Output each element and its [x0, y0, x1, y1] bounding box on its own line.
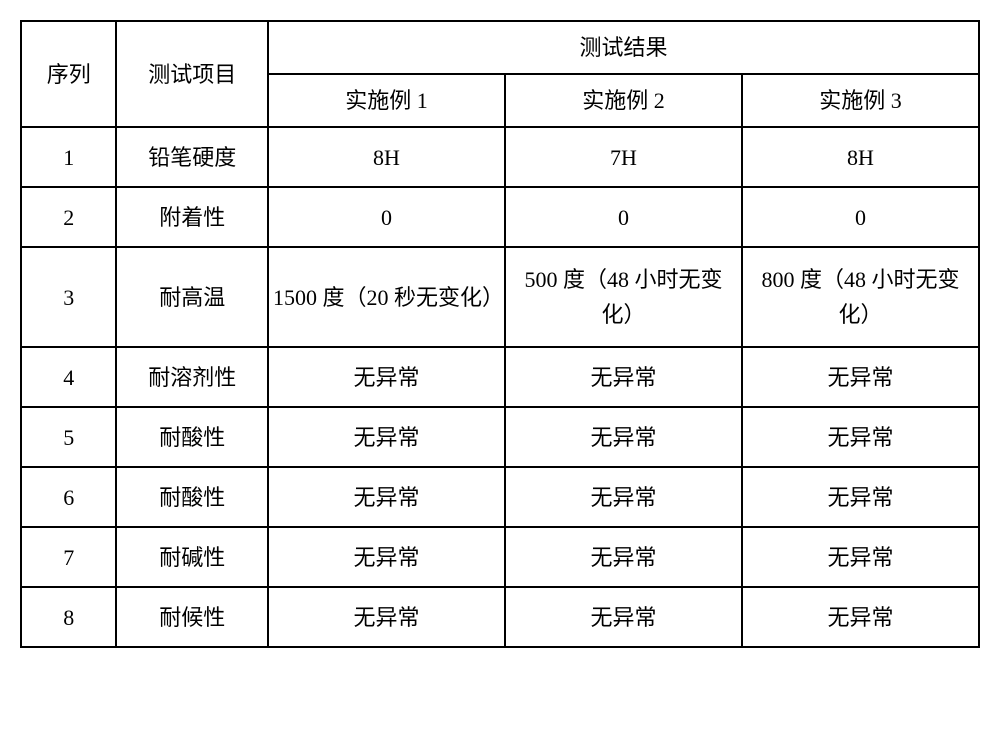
- cell-r2: 无异常: [505, 347, 742, 407]
- cell-r3: 无异常: [742, 407, 979, 467]
- cell-r3: 无异常: [742, 587, 979, 647]
- cell-r2: 7H: [505, 127, 742, 187]
- cell-r3: 800 度（48 小时无变化）: [742, 247, 979, 347]
- col-header-item: 测试项目: [116, 21, 268, 127]
- col-header-sub2: 实施例 2: [505, 74, 742, 127]
- cell-r3: 无异常: [742, 467, 979, 527]
- cell-seq: 3: [21, 247, 116, 347]
- cell-seq: 8: [21, 587, 116, 647]
- cell-r2: 0: [505, 187, 742, 247]
- cell-r1: 无异常: [268, 407, 505, 467]
- col-header-sub3: 实施例 3: [742, 74, 979, 127]
- cell-r1: 无异常: [268, 587, 505, 647]
- cell-r1: 8H: [268, 127, 505, 187]
- cell-seq: 1: [21, 127, 116, 187]
- cell-r3: 无异常: [742, 527, 979, 587]
- cell-r2: 无异常: [505, 587, 742, 647]
- cell-r2: 无异常: [505, 527, 742, 587]
- cell-r3: 无异常: [742, 347, 979, 407]
- cell-r1: 无异常: [268, 467, 505, 527]
- table-row: 1 铅笔硬度 8H 7H 8H: [21, 127, 979, 187]
- col-header-sub1: 实施例 1: [268, 74, 505, 127]
- cell-r1: 无异常: [268, 347, 505, 407]
- table-row: 7 耐碱性 无异常 无异常 无异常: [21, 527, 979, 587]
- cell-r1: 无异常: [268, 527, 505, 587]
- cell-r2: 无异常: [505, 407, 742, 467]
- results-table: 序列 测试项目 测试结果 实施例 1 实施例 2 实施例 3 1 铅笔硬度 8H…: [20, 20, 980, 648]
- cell-r2: 500 度（48 小时无变化）: [505, 247, 742, 347]
- table-row: 4 耐溶剂性 无异常 无异常 无异常: [21, 347, 979, 407]
- cell-item: 耐酸性: [116, 467, 268, 527]
- table-row: 5 耐酸性 无异常 无异常 无异常: [21, 407, 979, 467]
- cell-r2: 无异常: [505, 467, 742, 527]
- cell-item: 耐酸性: [116, 407, 268, 467]
- cell-item: 耐溶剂性: [116, 347, 268, 407]
- cell-r3: 8H: [742, 127, 979, 187]
- cell-seq: 2: [21, 187, 116, 247]
- cell-r1: 1500 度（20 秒无变化）: [268, 247, 505, 347]
- table-row: 6 耐酸性 无异常 无异常 无异常: [21, 467, 979, 527]
- cell-seq: 5: [21, 407, 116, 467]
- cell-item: 铅笔硬度: [116, 127, 268, 187]
- table-header-row-1: 序列 测试项目 测试结果: [21, 21, 979, 74]
- cell-item: 耐碱性: [116, 527, 268, 587]
- cell-item: 耐高温: [116, 247, 268, 347]
- cell-r3: 0: [742, 187, 979, 247]
- cell-item: 附着性: [116, 187, 268, 247]
- cell-r1: 0: [268, 187, 505, 247]
- table-row: 8 耐候性 无异常 无异常 无异常: [21, 587, 979, 647]
- col-header-seq: 序列: [21, 21, 116, 127]
- cell-seq: 7: [21, 527, 116, 587]
- table-row: 2 附着性 0 0 0: [21, 187, 979, 247]
- cell-seq: 4: [21, 347, 116, 407]
- cell-item: 耐候性: [116, 587, 268, 647]
- col-header-results: 测试结果: [268, 21, 979, 74]
- cell-seq: 6: [21, 467, 116, 527]
- table-row: 3 耐高温 1500 度（20 秒无变化） 500 度（48 小时无变化） 80…: [21, 247, 979, 347]
